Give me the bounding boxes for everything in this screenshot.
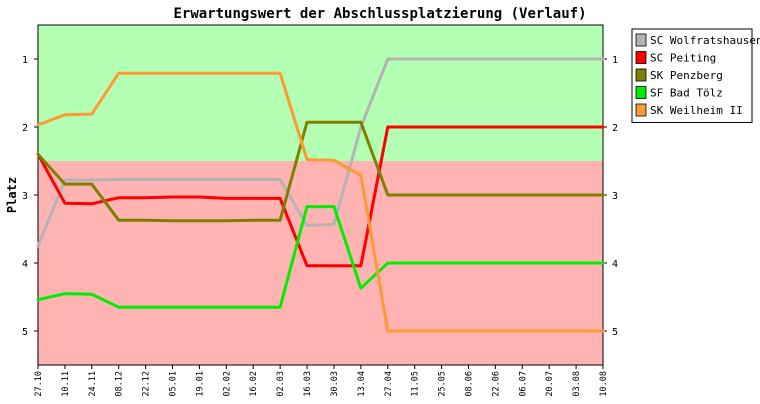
x-tick-label: 08.12 [115,371,125,397]
x-tick-label: 03.08 [572,371,582,397]
legend-swatch [635,33,647,47]
x-tick-label: 16.02 [249,371,259,397]
series-line-sk-penzberg [36,120,605,223]
legend-swatch [635,68,647,82]
series-lines [36,57,605,333]
legend-swatch [635,86,647,99]
legend-swatch [635,103,647,117]
legend-label: SC Wolfratshausen [650,34,760,47]
x-tick-label: 30.03 [330,371,340,397]
y-tick-label-right: 5 [612,327,618,338]
series-line-sc-peiting [36,125,605,268]
legend-label: SF Bad Tölz [650,87,723,100]
x-tick-label: 22.12 [142,371,152,397]
x-tick-label: 02.03 [276,371,286,397]
y-axis-label: Platz [5,177,19,213]
y-tick-label-left: 2 [22,123,28,134]
x-tick-label: 02.02 [222,371,232,397]
x-tick-label: 08.06 [464,371,474,397]
x-tick-label: 13.04 [357,371,367,397]
x-tick-label: 24.11 [88,371,98,397]
legend-box [631,28,753,123]
y-tick-label-right: 2 [612,123,618,134]
legend: SC Wolfratshausen SC Peiting SK Penzberg SF… [631,28,760,123]
x-tick-label: 05.01 [169,371,179,397]
x-tick-label: 25.05 [438,371,448,397]
x-tick-label: 20.07 [545,371,555,397]
y-tick-label-right: 3 [612,191,618,202]
series-line-sc-wolfratshausen [36,57,605,248]
legend-label: SK Penzberg [650,69,723,82]
y-tick-label-left: 3 [22,191,28,202]
x-tick-label: 06.07 [518,371,528,397]
x-tick-label: 27.04 [384,371,394,397]
y-tick-label-right: 1 [612,55,618,66]
axes: 1 1 2 2 3 3 4 4 5 5 27.10 10.11 24.11 08.12 22.12 05.01… [22,24,618,397]
chart-title: Erwartungswert der Abschlussplatzierung … [173,6,586,22]
legend-label: SK Weilheim II [650,104,743,117]
x-tick-label: 10.11 [61,371,71,397]
series-line-sf-bad-t-lz [36,205,605,309]
background-band-1 [38,25,603,161]
y-tick-label-left: 5 [22,327,28,338]
y-tick-label-left: 1 [22,55,28,66]
x-tick-label: 19.01 [195,371,205,397]
x-tick-label: 16.03 [303,371,313,397]
series-line-sk-weilheim-ii [36,71,605,333]
x-tick-label: 11.05 [411,371,421,397]
x-tick-label: 22.06 [491,371,501,397]
y-tick-label-left: 4 [22,259,28,270]
x-tick-label: 10.08 [599,371,609,397]
legend-swatch [635,51,647,64]
x-tick-label: 27.10 [34,371,44,397]
legend-label: SC Peiting [650,52,716,65]
y-tick-label-right: 4 [612,259,618,270]
